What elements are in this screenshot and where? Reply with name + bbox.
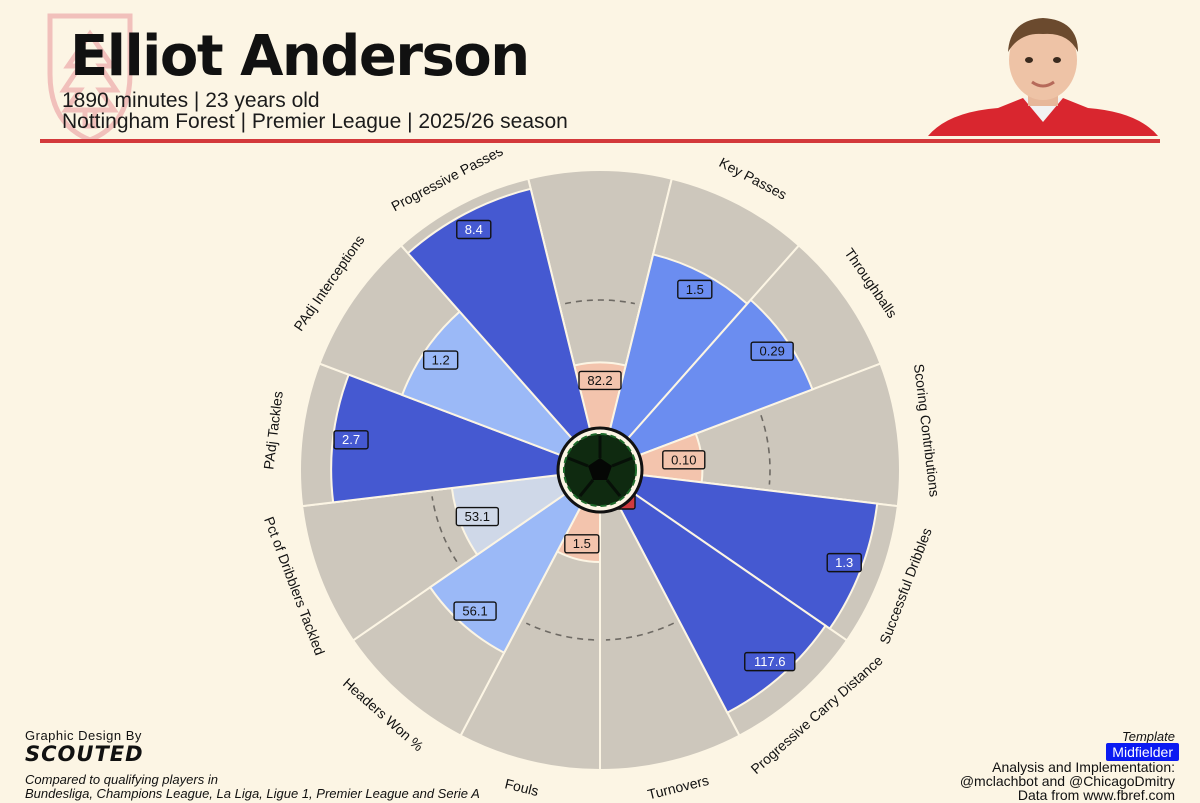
svg-text:1.3: 1.3 <box>835 555 853 570</box>
analysis-line-2: @mclachbot and @ChicagoDmitry <box>959 773 1175 789</box>
comparison-line-2: Bundesliga, Champions League, La Liga, L… <box>25 786 480 801</box>
value-label: 1.5 <box>564 534 600 554</box>
svg-text:0.29: 0.29 <box>760 344 785 359</box>
metric-label: Fouls <box>503 775 540 799</box>
value-label: 2.7 <box>333 430 369 450</box>
svg-text:82.2: 82.2 <box>587 373 612 388</box>
metric-label: Scoring Contributions <box>911 363 943 498</box>
svg-text:1.5: 1.5 <box>686 282 704 297</box>
metric-label: PAdj Tackles <box>260 390 285 470</box>
svg-text:0.10: 0.10 <box>671 452 696 467</box>
template-label: Template <box>1122 729 1175 744</box>
svg-text:53.1: 53.1 <box>465 509 490 524</box>
value-label: 82.2 <box>578 370 622 391</box>
value-label: 0.29 <box>750 341 794 361</box>
svg-text:1.2: 1.2 <box>432 352 450 367</box>
value-label: 117.6 <box>744 651 796 672</box>
header-divider <box>40 139 1160 143</box>
svg-text:2.7: 2.7 <box>342 432 360 447</box>
reference-arc <box>431 496 458 563</box>
player-meta: 1890 minutes | 23 years old <box>62 89 320 112</box>
value-label: 1.3 <box>826 552 862 573</box>
value-label: 1.2 <box>422 350 459 370</box>
player-club-league-season: Nottingham Forest | Premier League | 202… <box>62 110 568 133</box>
template-badge: Midfielder <box>1106 743 1179 761</box>
value-label: 0.10 <box>662 450 706 470</box>
reference-arc <box>605 622 675 641</box>
value-label: 56.1 <box>453 601 497 621</box>
credit-brand-logo: SCOUTED <box>25 742 144 766</box>
svg-text:1.5: 1.5 <box>573 536 591 551</box>
metric-label: Turnovers <box>646 772 711 800</box>
value-label: 8.4 <box>456 219 492 240</box>
reference-arc <box>564 299 636 305</box>
comparison-note: Compared to qualifying players in Bundes… <box>25 773 480 801</box>
analysis-line-3: Data from www.fbref.com <box>1017 787 1175 803</box>
analysis-credits: Analysis and Implementation: @mclachbot … <box>960 760 1175 802</box>
player-name: Elliot Anderson <box>70 24 530 89</box>
value-label: 1.5 <box>677 279 713 300</box>
analysis-line-1: Analysis and Implementation: <box>992 759 1175 775</box>
credit-label: Graphic Design By <box>25 728 142 743</box>
svg-text:56.1: 56.1 <box>462 603 487 618</box>
reference-arc <box>525 622 595 641</box>
player-portrait-icon <box>928 18 1158 136</box>
football-icon <box>556 426 644 514</box>
comparison-line-1: Compared to qualifying players in <box>25 772 218 787</box>
value-label: 53.1 <box>455 506 500 527</box>
svg-text:8.4: 8.4 <box>465 222 483 237</box>
reference-arc <box>760 415 771 485</box>
metric-label: Key Passes <box>717 154 790 203</box>
svg-text:117.6: 117.6 <box>754 654 786 669</box>
